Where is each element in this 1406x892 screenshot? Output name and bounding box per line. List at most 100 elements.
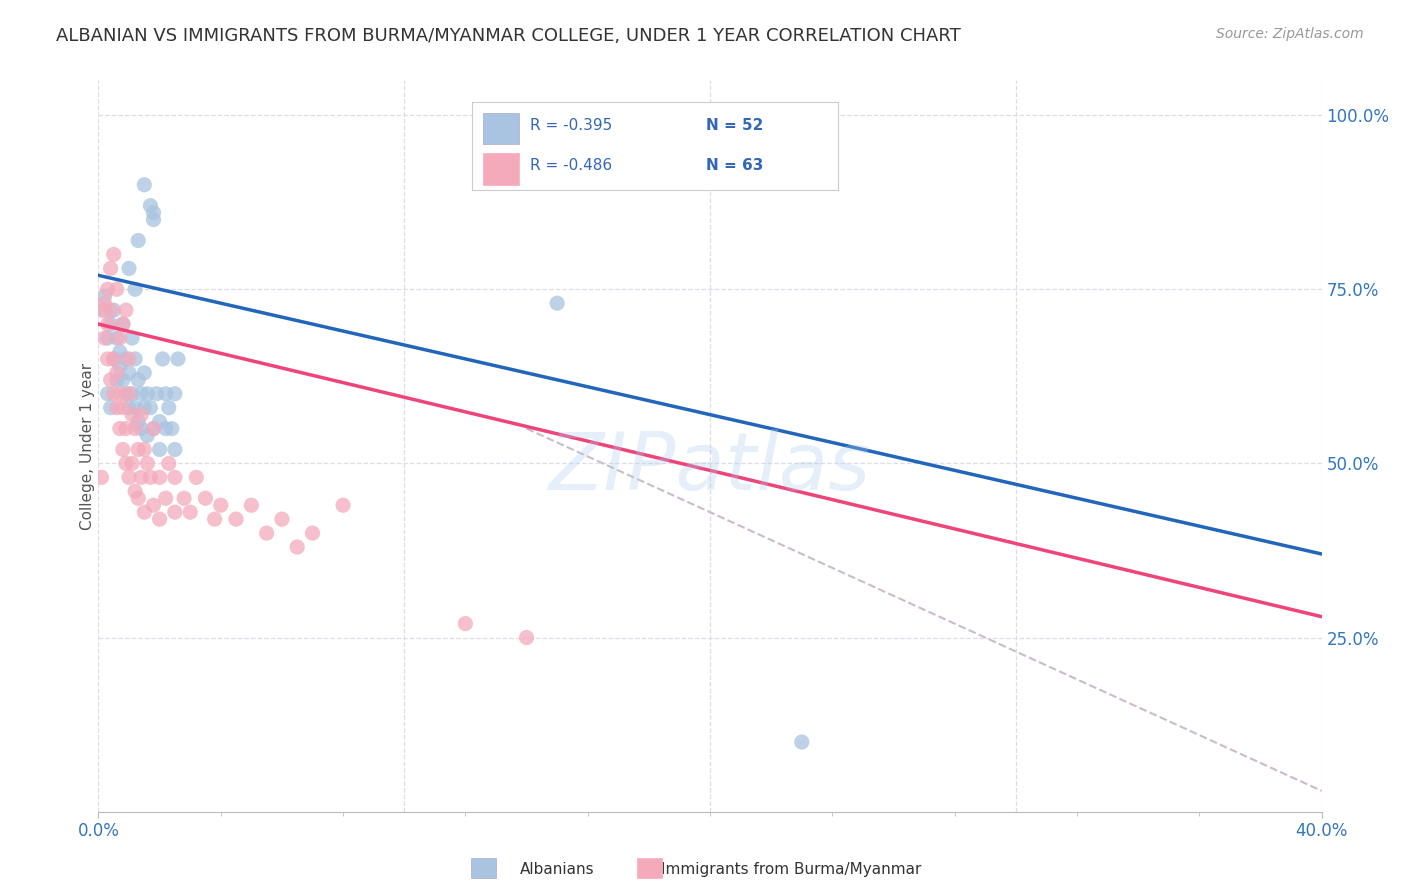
Point: [149, 442, 172, 457]
Point: [100, 303, 122, 318]
Point: [115, 303, 138, 318]
Point: [105, 401, 128, 415]
Point: [301, 526, 323, 541]
Point: [155, 421, 177, 435]
Point: [124, 401, 146, 415]
Point: [129, 408, 152, 422]
Point: [108, 421, 131, 435]
Point: [546, 296, 568, 310]
Point: [121, 331, 143, 345]
Point: [108, 345, 131, 359]
Point: [134, 505, 156, 519]
Text: Albanians: Albanians: [520, 863, 595, 877]
Point: [100, 317, 122, 331]
Point: [157, 457, 180, 471]
Point: [179, 505, 201, 519]
Point: [105, 331, 128, 345]
Point: [108, 386, 131, 401]
Point: [163, 442, 186, 457]
Point: [127, 234, 149, 248]
Text: ALBANIAN VS IMMIGRANTS FROM BURMA/MYANMAR COLLEGE, UNDER 1 YEAR CORRELATION CHAR: ALBANIAN VS IMMIGRANTS FROM BURMA/MYANMA…: [56, 27, 960, 45]
Point: [186, 470, 208, 484]
Point: [121, 408, 143, 422]
Point: [167, 351, 190, 366]
Point: [118, 351, 141, 366]
Point: [194, 491, 217, 506]
Point: [139, 401, 162, 415]
Point: [139, 199, 162, 213]
Point: [97, 386, 120, 401]
Point: [145, 386, 167, 401]
Point: [240, 498, 263, 512]
Point: [93, 331, 115, 345]
Y-axis label: College, Under 1 year: College, Under 1 year: [80, 362, 94, 530]
Text: ZIPatlas: ZIPatlas: [548, 429, 872, 507]
Point: [149, 470, 172, 484]
Point: [100, 261, 122, 276]
Point: [142, 421, 165, 435]
Point: [127, 373, 149, 387]
Point: [163, 505, 186, 519]
Point: [124, 421, 146, 435]
Point: [124, 282, 146, 296]
Point: [225, 512, 247, 526]
Point: [124, 484, 146, 499]
Point: [103, 351, 125, 366]
Point: [97, 317, 120, 331]
Point: [108, 359, 131, 373]
Point: [332, 498, 354, 512]
Point: [155, 491, 177, 506]
Point: [516, 631, 538, 645]
Point: [103, 351, 125, 366]
Text: Source: ZipAtlas.com: Source: ZipAtlas.com: [1216, 27, 1364, 41]
Point: [118, 366, 141, 380]
Point: [139, 470, 162, 484]
Point: [142, 205, 165, 219]
Point: [105, 373, 128, 387]
Point: [129, 470, 152, 484]
Point: [111, 317, 134, 331]
Point: [127, 442, 149, 457]
Point: [173, 491, 195, 506]
Point: [129, 386, 152, 401]
Point: [118, 401, 141, 415]
Point: [149, 415, 172, 429]
Point: [103, 386, 125, 401]
Point: [111, 442, 134, 457]
Point: [454, 616, 477, 631]
Point: [134, 442, 156, 457]
Point: [270, 512, 292, 526]
Point: [163, 470, 186, 484]
Point: [134, 178, 156, 192]
Point: [97, 282, 120, 296]
Point: [100, 373, 122, 387]
Point: [134, 366, 156, 380]
Point: [790, 735, 813, 749]
Point: [285, 540, 308, 554]
Point: [115, 351, 138, 366]
Point: [256, 526, 278, 541]
Point: [108, 331, 131, 345]
Point: [111, 317, 134, 331]
Point: [90, 303, 112, 318]
Point: [129, 421, 152, 435]
Point: [127, 415, 149, 429]
Point: [93, 303, 115, 318]
Point: [142, 498, 165, 512]
Point: [136, 457, 159, 471]
Point: [97, 351, 120, 366]
Point: [136, 386, 159, 401]
Point: [115, 457, 138, 471]
Point: [134, 401, 156, 415]
Point: [103, 303, 125, 318]
Point: [142, 212, 165, 227]
Point: [155, 386, 177, 401]
Point: [136, 428, 159, 442]
Point: [111, 373, 134, 387]
Point: [127, 491, 149, 506]
Point: [100, 401, 122, 415]
Point: [204, 512, 226, 526]
Text: Immigrants from Burma/Myanmar: Immigrants from Burma/Myanmar: [661, 863, 921, 877]
Point: [90, 470, 112, 484]
Point: [121, 457, 143, 471]
